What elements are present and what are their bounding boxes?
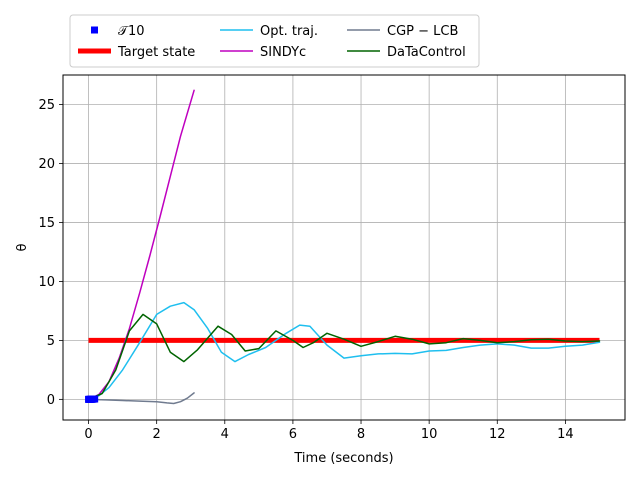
legend-label: 𝒯10 bbox=[118, 24, 145, 39]
x-tick-label: 14 bbox=[557, 427, 574, 442]
legend-box bbox=[69, 14, 480, 68]
legend-label: CGP − LCB bbox=[387, 24, 458, 39]
x-tick-label: 0 bbox=[84, 427, 92, 442]
series-line-datacontrol bbox=[87, 313, 601, 401]
y-tick-label: 20 bbox=[38, 157, 55, 172]
scatter-point bbox=[91, 395, 99, 403]
legend-item: Opt. traj. bbox=[220, 24, 318, 39]
x-tick-label: 8 bbox=[357, 427, 365, 442]
legend-label: SINDYc bbox=[260, 45, 306, 60]
legend-label: Target state bbox=[117, 45, 195, 60]
x-tick-label: 6 bbox=[289, 427, 297, 442]
legend-item: Target state bbox=[78, 45, 195, 60]
legend-label: Opt. traj. bbox=[260, 24, 318, 39]
y-tick-label: 25 bbox=[38, 98, 55, 113]
series-line-opt-traj bbox=[87, 301, 601, 401]
legend: 𝒯10 Target state Opt. traj. SINDYc CGP − LCB… bbox=[69, 14, 480, 68]
y-tick-label: 15 bbox=[38, 216, 55, 231]
axis-ticks: 0 2 4 6 8 10 12 14 0 5 10 15 20 25 bbox=[38, 98, 573, 442]
x-axis-label: Time (seconds) bbox=[293, 451, 393, 466]
plot-series bbox=[85, 89, 601, 405]
x-tick-label: 12 bbox=[489, 427, 506, 442]
y-tick-label: 0 bbox=[47, 393, 55, 408]
y-tick-label: 10 bbox=[38, 275, 55, 290]
legend-item: DaTaControl bbox=[347, 45, 466, 60]
grid bbox=[63, 75, 625, 420]
y-axis-label: θ bbox=[15, 243, 30, 251]
series-line-cgp-lcb bbox=[87, 392, 195, 405]
legend-item: SINDYc bbox=[220, 45, 306, 60]
plot-frame bbox=[62, 74, 626, 421]
x-tick-label: 4 bbox=[221, 427, 229, 442]
legend-item: CGP − LCB bbox=[347, 24, 458, 39]
legend-item: 𝒯10 bbox=[91, 24, 145, 39]
series-line-sindyc bbox=[87, 89, 195, 401]
legend-marker bbox=[91, 26, 98, 34]
legend-label: DaTaControl bbox=[387, 45, 466, 60]
x-tick-label: 10 bbox=[421, 427, 438, 442]
y-tick-label: 5 bbox=[47, 334, 55, 349]
x-tick-label: 2 bbox=[153, 427, 161, 442]
